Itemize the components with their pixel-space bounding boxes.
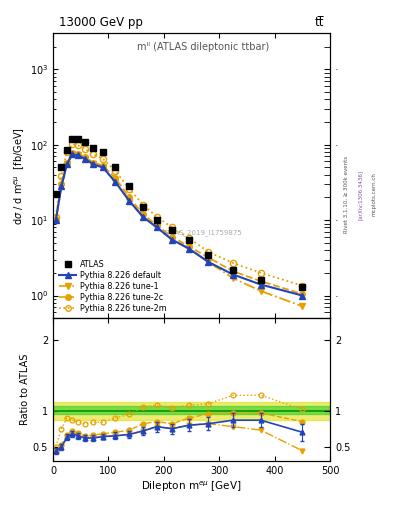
Text: 13000 GeV pp: 13000 GeV pp — [59, 16, 143, 29]
Legend: ATLAS, Pythia 8.226 default, Pythia 8.226 tune-1, Pythia 8.226 tune-2c, Pythia 8: ATLAS, Pythia 8.226 default, Pythia 8.22… — [57, 258, 168, 314]
Text: mcplots.cern.ch: mcplots.cern.ch — [371, 173, 376, 217]
Text: Rivet 3.1.10, ≥ 300k events: Rivet 3.1.10, ≥ 300k events — [344, 156, 349, 233]
Y-axis label: Ratio to ATLAS: Ratio to ATLAS — [20, 354, 30, 425]
Text: mˡˡ (ATLAS dileptonic ttbar): mˡˡ (ATLAS dileptonic ttbar) — [136, 42, 269, 52]
Y-axis label: d$\sigma$ / d m$^{e\mu}$  [fb/GeV]: d$\sigma$ / d m$^{e\mu}$ [fb/GeV] — [13, 127, 27, 225]
Text: [arXiv:1306.3436]: [arXiv:1306.3436] — [358, 169, 363, 220]
Bar — [53, 406, 330, 415]
Text: tt̅: tt̅ — [315, 16, 325, 29]
X-axis label: Dilepton m$^{e\mu}$ [GeV]: Dilepton m$^{e\mu}$ [GeV] — [141, 480, 242, 494]
Bar — [53, 401, 330, 420]
Text: ATLAS_2019_I1759875: ATLAS_2019_I1759875 — [163, 229, 242, 236]
